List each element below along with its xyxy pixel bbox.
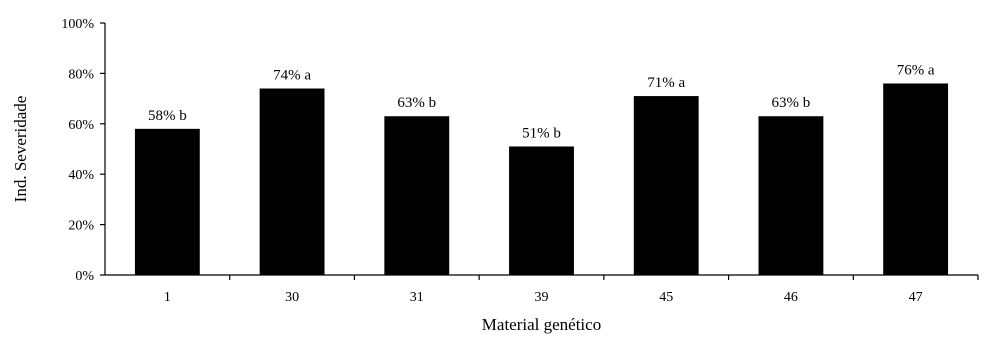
bar-39	[509, 146, 574, 275]
bars	[134, 83, 949, 276]
x-tick-label-47: 47	[909, 290, 923, 305]
y-tick-label: 0%	[75, 269, 94, 284]
y-tick-label: 100%	[61, 17, 94, 32]
x-axis: 1 30 31 39 45 46 47	[105, 274, 979, 305]
y-tick-label: 60%	[68, 118, 94, 133]
data-label-31: 63% b	[397, 95, 436, 111]
bar-30	[259, 88, 325, 276]
x-tick-label-46: 46	[784, 290, 798, 305]
data-label-45: 71% a	[647, 75, 685, 91]
data-label-1: 58% b	[148, 108, 187, 124]
y-axis: 0% 20% 40% 60% 80% 100%	[61, 17, 106, 284]
x-tick-label-30: 30	[285, 290, 299, 305]
bar-1	[134, 128, 200, 275]
bar-45	[633, 96, 699, 275]
x-tick-label-31: 31	[410, 290, 424, 305]
bar-47	[883, 83, 949, 275]
x-tick-label-39: 39	[535, 290, 549, 305]
x-tick-label-45: 45	[659, 290, 673, 305]
y-axis-title: Ind. Severidade	[11, 96, 30, 203]
bar-46	[758, 116, 824, 276]
y-tick-label: 40%	[68, 168, 94, 183]
bar-31	[384, 116, 450, 276]
data-label-47: 76% a	[897, 62, 935, 78]
data-label-30: 74% a	[273, 68, 311, 84]
y-tick-label: 80%	[68, 67, 94, 82]
data-label-39: 51% b	[522, 125, 561, 141]
x-tick-label-1: 1	[164, 290, 171, 305]
data-label-46: 63% b	[772, 95, 811, 111]
y-tick-label: 20%	[68, 219, 94, 234]
data-labels: 58% b 74% a 63% b 51% b 71% a 63% b 76% a	[148, 62, 935, 141]
x-axis-title: Material genético	[482, 315, 601, 334]
